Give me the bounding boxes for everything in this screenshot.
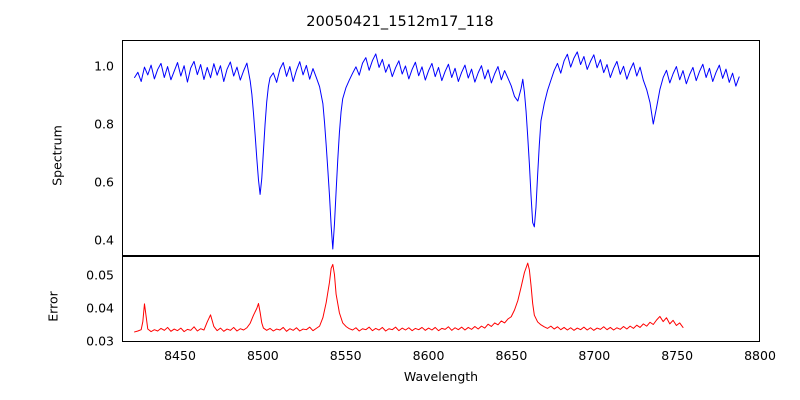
y-tick-mark [122,67,123,68]
spectrum-y-axis-label: Spectrum [49,125,65,186]
error-y-axis: 0.03 0.04 0.05 [0,256,114,348]
x-tick-label: 8650 [495,348,528,363]
spectrum-plot-area [122,40,760,256]
x-tick-mark [180,341,181,342]
x-tick-mark [678,341,679,342]
y-tick-mark [122,125,123,126]
y-tick-label: 0.4 [94,232,114,248]
y-tick-label: 0.03 [86,333,114,349]
y-tick-label: 0.04 [86,300,114,316]
figure-title: 20050421_1512m17_118 [306,14,494,30]
error-data-line [134,262,684,333]
spectrum-data-line [134,51,740,250]
x-tick-label: 8600 [412,348,445,363]
error-y-axis-label: Error [45,291,61,322]
y-tick-mark [122,308,123,309]
x-tick-mark [429,341,430,342]
x-tick-label: 8700 [578,348,611,363]
x-tick-label: 8750 [661,348,694,363]
x-tick-mark [512,341,513,342]
error-plot-area [122,256,760,342]
y-tick-mark [122,183,123,184]
x-tick-label: 8800 [744,348,776,363]
y-tick-label: 0.8 [94,116,114,132]
y-tick-label: 1.0 [94,58,114,74]
y-tick-label: 0.05 [86,267,114,283]
x-tick-mark [595,341,596,342]
x-tick-mark [346,341,347,342]
x-tick-label: 8500 [246,348,279,363]
x-tick-label: 8550 [329,348,362,363]
x-axis-ticks: 8450 8500 8550 8600 8650 8700 8750 8800 [122,346,776,366]
spectrum-y-axis: 0.4 0.6 0.8 1.0 [0,40,114,256]
y-tick-label: 0.6 [94,174,114,190]
x-tick-mark [263,341,264,342]
x-tick-label: 8450 [164,348,196,363]
x-axis-label: Wavelength [403,369,479,384]
y-tick-mark [122,341,123,342]
y-tick-mark [122,275,123,276]
y-tick-mark [122,241,123,242]
